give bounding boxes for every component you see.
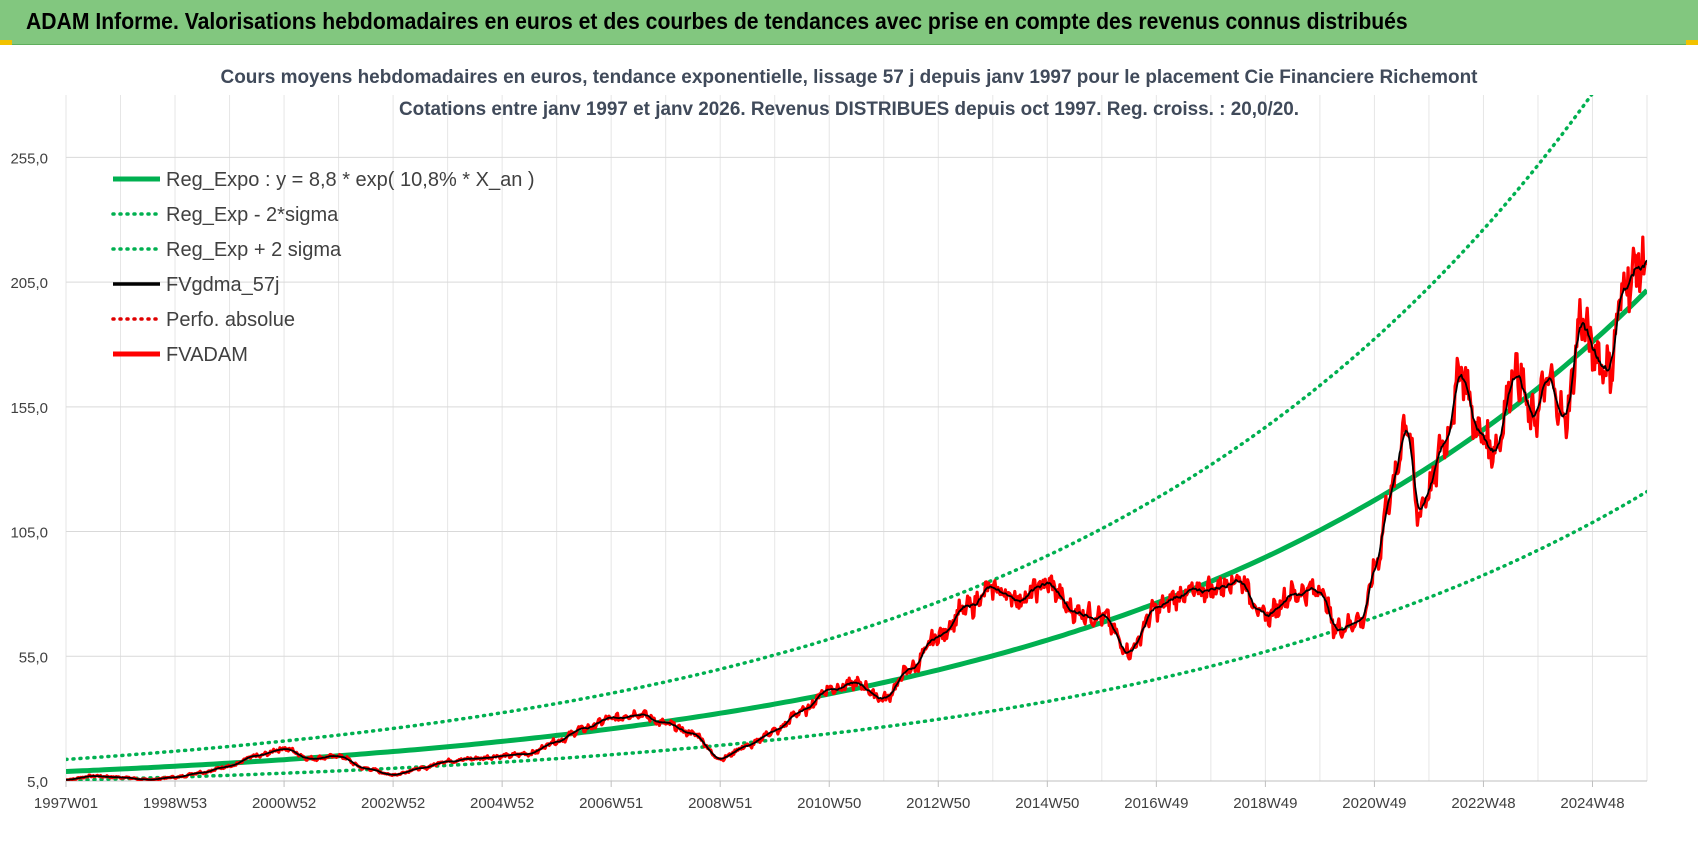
x-tick-label: 2014W50 (1015, 795, 1079, 812)
report-title: ADAM Informe. Valorisations hebdomadaire… (26, 8, 1408, 34)
x-tick-label: 2012W50 (906, 795, 970, 812)
corner-marker-left (0, 40, 12, 45)
x-tick-label: 2000W52 (252, 795, 316, 812)
series-layer (66, 95, 1647, 781)
x-tick-label: 2006W51 (579, 795, 643, 812)
y-tick-label: 5,0 (27, 774, 48, 791)
legend: Reg_Expo : y = 8,8 * exp( 10,8% * X_an )… (111, 169, 535, 366)
series-line-upper-band (66, 95, 1594, 762)
legend-label: Reg_Expo : y = 8,8 * exp( 10,8% * X_an ) (166, 169, 535, 191)
chart-area: Cours moyens hebdomadaires en euros, ten… (0, 45, 1698, 848)
x-tick-label: 2016W49 (1124, 795, 1188, 812)
x-tick-label: 2022W48 (1451, 795, 1515, 812)
x-tick-label: 2024W48 (1560, 795, 1624, 812)
x-tick-label: 2020W49 (1342, 795, 1406, 812)
legend-label: Reg_Exp + 2 sigma (166, 239, 342, 261)
report-banner: ADAM Informe. Valorisations hebdomadaire… (0, 0, 1698, 45)
x-tick-label: 1998W53 (143, 795, 207, 812)
series-line-fvgdma (66, 259, 1647, 781)
chart-subtitle: Cotations entre janv 1997 et janv 2026. … (399, 99, 1299, 120)
x-tick-label: 2010W50 (797, 795, 861, 812)
x-tick-label: 2002W52 (361, 795, 425, 812)
legend-label: FVgdma_57j (166, 274, 279, 296)
legend-label: FVADAM (166, 344, 248, 366)
y-tick-label: 155,0 (10, 400, 48, 417)
corner-marker-right (1686, 40, 1698, 45)
chart-title: Cours moyens hebdomadaires en euros, ten… (221, 67, 1479, 88)
y-tick-label: 105,0 (10, 525, 48, 542)
y-tick-label: 255,0 (10, 150, 48, 167)
legend-label: Perfo. absolue (166, 309, 295, 331)
grid-lines (65, 95, 1648, 782)
x-tick-label: 2004W52 (470, 795, 534, 812)
series-line-lower-band (66, 489, 1647, 781)
series-line-reg-expo (66, 288, 1647, 774)
x-tick-label: 1997W01 (34, 795, 98, 812)
chart-svg: Cours moyens hebdomadaires en euros, ten… (10, 67, 1648, 812)
y-tick-label: 55,0 (19, 649, 48, 666)
y-axis-ticks: 5,0 55,0 105,0 155,0 205,0 255,0 (10, 150, 48, 791)
x-axis-ticks: 1997W01 1998W53 2000W52 2002W52 2004W52 2006W… (34, 781, 1625, 812)
x-tick-label: 2018W49 (1233, 795, 1297, 812)
x-tick-label: 2008W51 (688, 795, 752, 812)
y-tick-label: 205,0 (10, 275, 48, 292)
series-line-fvadam (66, 235, 1647, 781)
legend-label: Reg_Exp - 2*sigma (166, 204, 339, 226)
